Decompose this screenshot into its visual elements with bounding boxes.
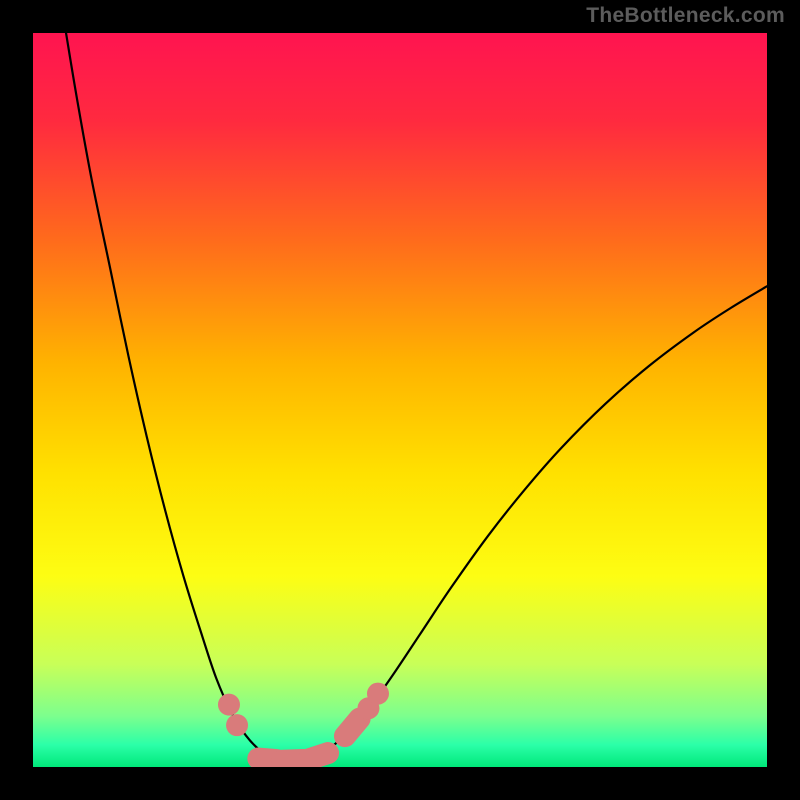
marker-0 — [218, 694, 240, 716]
watermark-text: TheBottleneck.com — [586, 4, 785, 28]
chart-plot-area — [33, 33, 767, 767]
marker-4 — [309, 753, 328, 759]
marker-1 — [226, 714, 248, 736]
chart-background — [33, 33, 767, 767]
marker-7 — [367, 683, 389, 705]
marker-5 — [345, 719, 360, 737]
chart-svg — [33, 33, 767, 767]
